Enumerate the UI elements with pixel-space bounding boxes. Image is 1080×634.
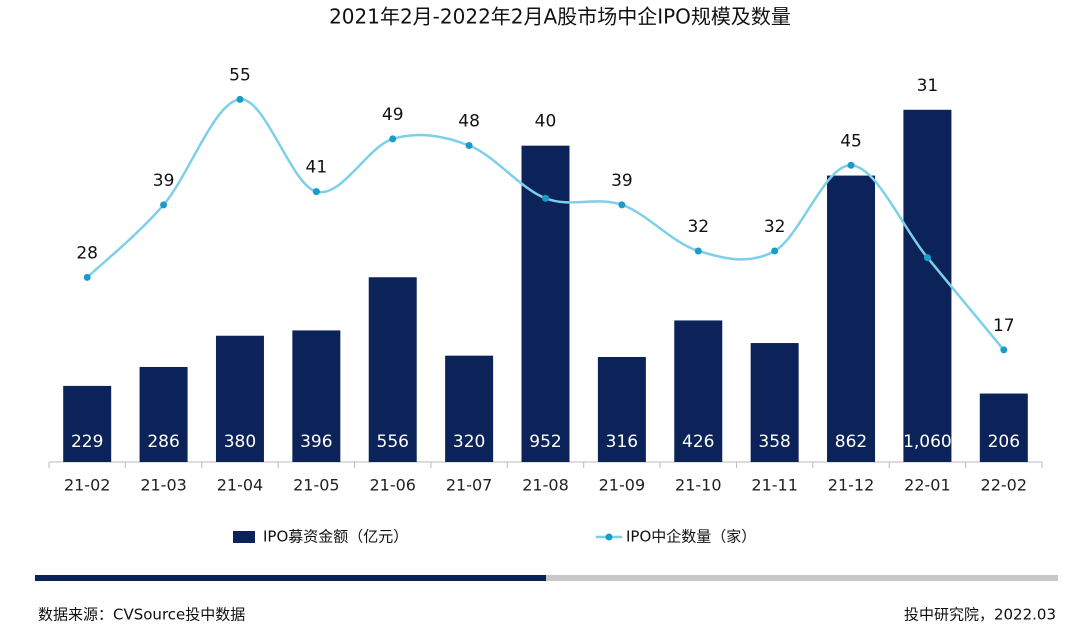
bar (63, 385, 112, 462)
line-label: 39 (153, 171, 175, 191)
line-point (618, 201, 626, 209)
x-tick-label: 21-06 (369, 476, 416, 495)
line-point (923, 254, 931, 262)
x-tick-label: 21-07 (446, 476, 493, 495)
bar-label: 358 (758, 432, 790, 452)
bar-label: 1,060 (903, 432, 952, 452)
bar (674, 320, 723, 462)
line-point (1000, 346, 1008, 354)
bar-label: 286 (147, 432, 179, 452)
line-label: 32 (687, 217, 709, 237)
bar-label: 952 (529, 432, 561, 452)
bar (368, 277, 417, 462)
x-tick-label: 22-02 (981, 476, 1028, 495)
bar-label: 380 (224, 432, 256, 452)
line-point (160, 201, 168, 209)
bar-label: 396 (300, 432, 332, 452)
line-point (771, 247, 779, 255)
line-point (83, 273, 91, 281)
line-label: 39 (611, 171, 633, 191)
source: 数据来源：CVSource投中数据 (38, 606, 245, 624)
credit: 投中研究院，2022.03 (904, 606, 1056, 624)
line-point (542, 194, 549, 202)
line-label: 17 (993, 316, 1015, 336)
x-tick-label: 21-10 (675, 476, 722, 495)
x-tick-label: 21-12 (828, 476, 875, 495)
bar (139, 366, 188, 462)
x-tick-label: 21-05 (293, 476, 340, 495)
bar (750, 343, 799, 462)
bar (597, 356, 646, 462)
bar (215, 335, 264, 462)
divider-light (546, 575, 1058, 581)
bar-label: 862 (835, 432, 867, 452)
bar (903, 109, 952, 462)
line-point (847, 161, 855, 169)
bar-label: 206 (988, 432, 1020, 452)
line-label: 31 (917, 76, 939, 96)
bar-label: 320 (453, 432, 485, 452)
x-tick-label: 21-08 (522, 476, 569, 495)
bar-label: 229 (71, 432, 103, 452)
bar (521, 145, 570, 462)
x-tick-label: 21-09 (599, 476, 646, 495)
line-point (694, 247, 702, 255)
legend-swatch (233, 531, 255, 543)
line-label: 28 (76, 243, 98, 263)
x-tick-label: 21-03 (140, 476, 187, 495)
x-tick-label: 22-01 (904, 476, 951, 495)
line-label: 41 (306, 158, 328, 178)
line-label: 55 (229, 65, 251, 85)
x-tick-label: 21-02 (64, 476, 111, 495)
line-point (389, 135, 397, 143)
line-label: 40 (535, 112, 557, 132)
x-tick-label: 21-04 (217, 476, 264, 495)
bar (827, 175, 876, 462)
line-point (312, 188, 320, 196)
legend-label: IPO募资金额（亿元） (263, 528, 408, 546)
bar-label: 556 (377, 432, 409, 452)
bar-label: 316 (606, 432, 638, 452)
chart-title: 2021年2月-2022年2月A股市场中企IPO规模及数量 (329, 5, 791, 29)
line-label: 45 (840, 131, 862, 151)
line-point (465, 142, 473, 149)
line-label: 32 (764, 217, 786, 237)
x-tick-label: 21-11 (751, 476, 798, 495)
divider-dark (35, 575, 546, 581)
line-label: 49 (382, 105, 404, 125)
bar (979, 393, 1028, 462)
bar (445, 355, 494, 462)
legend-label: IPO中企数量（家） (626, 528, 756, 546)
bar-label: 426 (682, 432, 714, 452)
legend-swatch-dot (605, 533, 613, 541)
bar (292, 330, 341, 462)
line-point (236, 95, 244, 103)
line-label: 48 (458, 112, 480, 132)
